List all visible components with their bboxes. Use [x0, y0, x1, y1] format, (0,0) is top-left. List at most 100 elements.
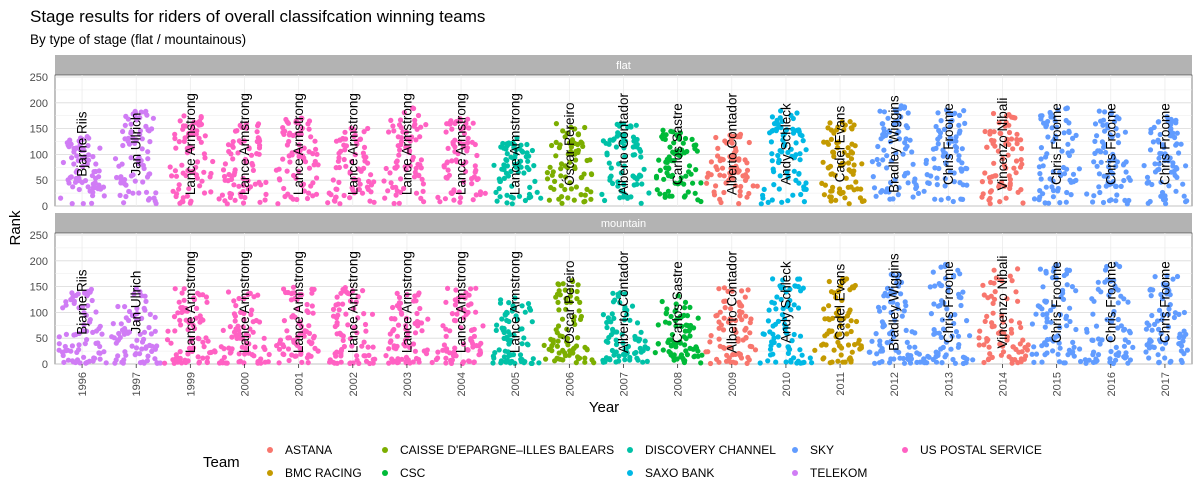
- data-point: [849, 349, 855, 355]
- data-point: [567, 180, 573, 186]
- data-point: [248, 311, 254, 318]
- data-point: [183, 317, 189, 323]
- data-point: [114, 174, 120, 181]
- data-point: [336, 179, 342, 185]
- data-point: [935, 136, 941, 142]
- data-point: [146, 324, 152, 331]
- data-point: [1033, 311, 1039, 317]
- data-point: [402, 164, 408, 170]
- y-axis-label: Rank: [7, 210, 24, 246]
- data-point: [1150, 139, 1156, 145]
- data-point: [1141, 163, 1147, 169]
- data-point: [1017, 164, 1024, 170]
- data-point: [1037, 266, 1043, 272]
- data-point: [848, 184, 854, 190]
- data-point: [976, 342, 982, 348]
- data-point: [457, 199, 463, 205]
- data-point: [634, 355, 640, 361]
- data-point: [252, 344, 258, 350]
- data-point: [286, 357, 292, 364]
- data-point: [560, 281, 566, 287]
- data-point: [662, 319, 669, 325]
- y-tick-label: 200: [30, 98, 48, 110]
- data-point: [371, 179, 377, 185]
- data-point: [1114, 192, 1120, 198]
- data-point: [981, 359, 987, 366]
- data-point: [657, 191, 663, 197]
- data-point: [678, 175, 684, 181]
- data-point: [145, 156, 151, 162]
- data-point: [956, 122, 962, 128]
- chart-title: Stage results for riders of overall clas…: [30, 7, 485, 26]
- rider-label: Andy Schleck: [778, 103, 793, 185]
- data-point: [881, 109, 888, 115]
- data-point: [276, 360, 282, 366]
- data-point: [126, 141, 133, 147]
- point-group-2001-flat: [273, 115, 321, 207]
- data-point: [532, 178, 538, 184]
- data-point: [1031, 359, 1037, 365]
- data-point: [675, 293, 681, 299]
- data-point: [785, 350, 792, 356]
- data-point: [509, 201, 515, 207]
- data-point: [782, 326, 788, 332]
- data-point: [889, 158, 895, 164]
- data-point: [273, 167, 279, 173]
- data-point: [767, 352, 774, 358]
- data-point: [1109, 134, 1115, 140]
- data-point: [901, 308, 907, 314]
- data-point: [280, 342, 286, 348]
- rider-label: Andy Schleck: [778, 261, 793, 343]
- data-point: [1160, 142, 1166, 148]
- data-point: [139, 315, 145, 321]
- x-tick-label: 2010: [781, 372, 793, 396]
- data-point: [415, 112, 422, 119]
- data-point: [890, 196, 896, 202]
- data-point: [795, 305, 802, 311]
- data-point: [881, 126, 887, 132]
- data-point: [276, 176, 282, 182]
- data-point: [888, 180, 894, 186]
- data-point: [572, 126, 578, 132]
- data-point: [497, 300, 504, 306]
- data-point: [404, 292, 410, 298]
- rider-label: Bradley Wiggins: [887, 95, 902, 193]
- data-point: [672, 318, 679, 324]
- data-point: [480, 323, 486, 329]
- data-point: [340, 301, 346, 307]
- data-point: [325, 200, 331, 206]
- data-point: [1064, 166, 1070, 172]
- rider-label: Lance Armstrong: [508, 93, 523, 195]
- data-point: [365, 125, 371, 132]
- data-point: [460, 341, 467, 347]
- data-point: [1104, 277, 1110, 283]
- data-point: [958, 196, 964, 202]
- data-point: [793, 140, 799, 146]
- data-point: [469, 176, 475, 182]
- data-point: [119, 161, 125, 167]
- data-point: [147, 311, 153, 317]
- data-point: [465, 135, 471, 141]
- data-point: [314, 151, 320, 157]
- data-point: [743, 313, 749, 319]
- data-point: [1008, 318, 1014, 324]
- data-point: [653, 175, 660, 181]
- data-point: [942, 275, 949, 281]
- data-point: [1003, 119, 1009, 125]
- data-point: [128, 130, 134, 136]
- data-point: [714, 166, 720, 173]
- data-point: [207, 350, 213, 356]
- data-point: [877, 338, 883, 344]
- point-group-2016-mountain: [1082, 261, 1136, 367]
- data-point: [463, 120, 469, 127]
- data-point: [280, 156, 286, 162]
- data-point: [261, 335, 267, 341]
- data-point: [573, 157, 579, 163]
- data-point: [635, 336, 641, 342]
- data-point: [831, 153, 837, 160]
- data-point: [201, 169, 207, 175]
- rider-label: Chris Froome: [1049, 103, 1064, 185]
- data-point: [584, 186, 590, 192]
- data-point: [790, 192, 796, 198]
- point-group-2017-flat: [1141, 114, 1190, 207]
